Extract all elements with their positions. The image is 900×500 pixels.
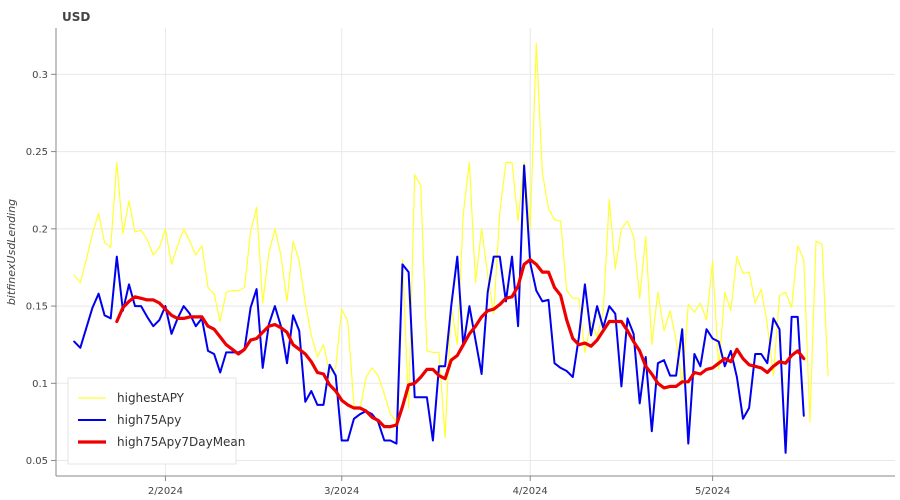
grid-lines — [56, 28, 895, 476]
y-axis-ticks: 0.05 0.1 0.15 0.2 0.25 0.3 — [26, 70, 56, 467]
x-tick-label: 2/2024 — [148, 486, 183, 497]
legend: highestAPY high75Apy high75Apy7DayMean — [67, 377, 245, 465]
series-lines — [73, 42, 829, 454]
x-axis-ticks: 2/2024 3/2024 4/2024 5/2024 — [148, 476, 730, 497]
y-tick-label: 0.1 — [32, 379, 48, 390]
y-tick-label: 0.15 — [26, 302, 48, 313]
y-tick-label: 0.3 — [32, 70, 48, 81]
x-tick-label: 4/2024 — [513, 486, 548, 497]
series-line-high75Apy7DayMean — [115, 258, 806, 429]
chart-title: USD — [62, 10, 90, 24]
y-tick-label: 0.05 — [26, 456, 48, 467]
legend-label-highestAPY: highestAPY — [117, 391, 185, 405]
y-tick-label: 0.2 — [32, 224, 48, 235]
y-axis-label: bitfinexUsdLending — [5, 199, 18, 305]
series-line-high75Apy — [73, 164, 805, 454]
y-tick-label: 0.25 — [26, 147, 48, 158]
axes — [55, 28, 895, 477]
x-tick-label: 5/2024 — [695, 486, 730, 497]
legend-label-high75Apy: high75Apy — [117, 413, 181, 427]
x-tick-label: 3/2024 — [324, 486, 359, 497]
legend-label-high75Apy7DayMean: high75Apy7DayMean — [117, 435, 245, 449]
